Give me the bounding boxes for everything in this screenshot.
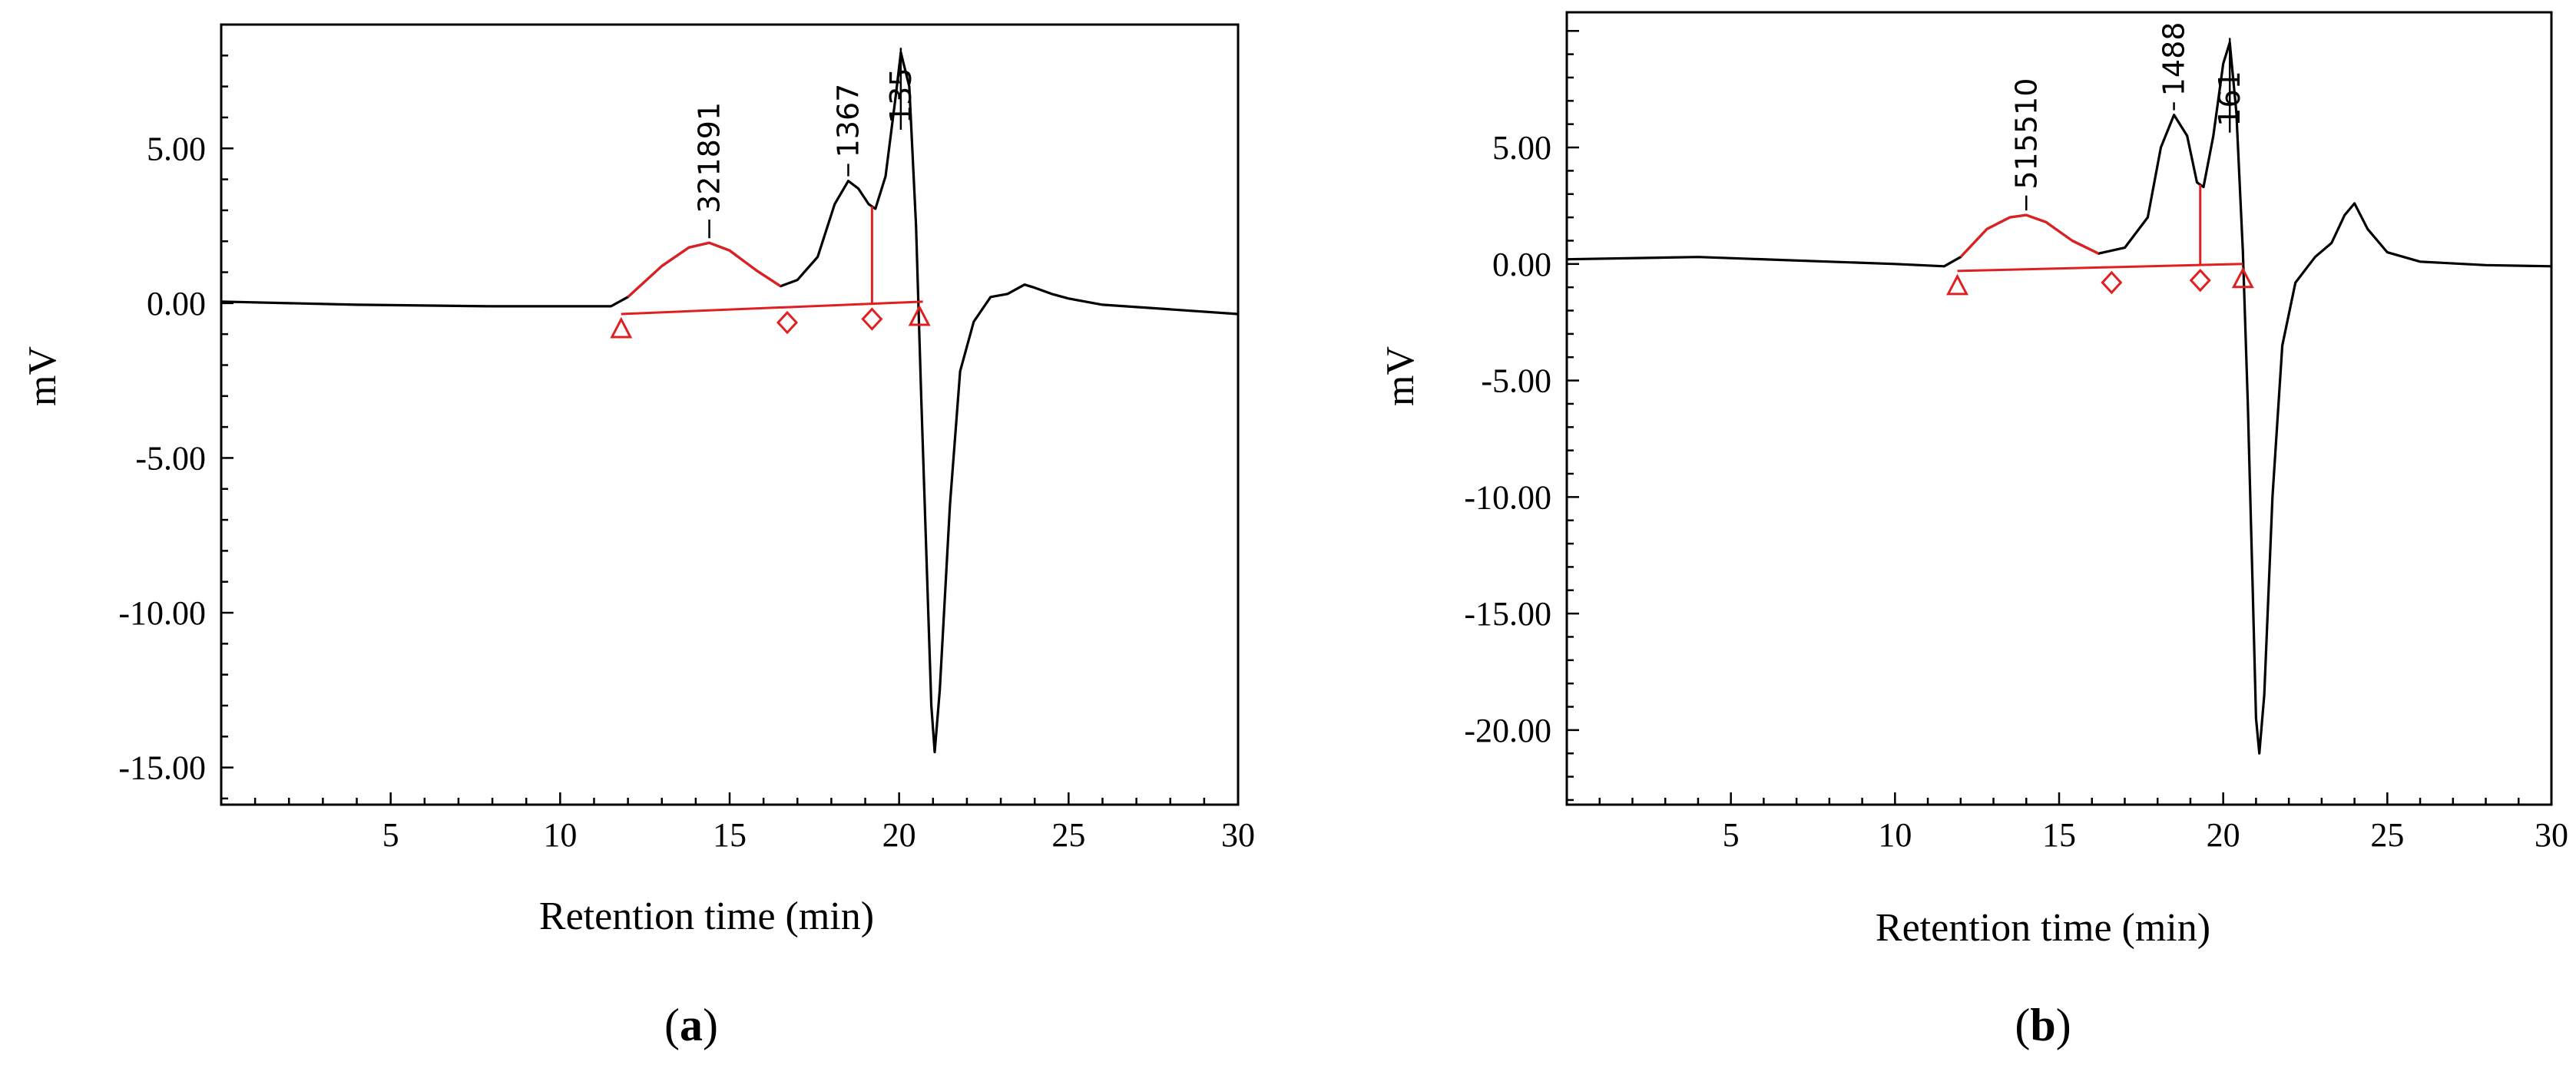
integration-baseline-b [1957,263,2243,273]
peak-boundary-triangle [610,316,633,339]
peak-label: 161 [2213,71,2247,127]
y-tick-label: 0.00 [147,285,206,322]
integrated-peak-a [627,241,782,298]
peak-label: 135 [884,68,918,124]
y-tick-label: -20.00 [1464,712,1551,749]
x-tick-label: 15 [2042,816,2076,854]
plot-frame-a [220,23,1240,806]
y-tick-label: 5.00 [1492,129,1551,167]
series-group-b: 515510 1488 161 [1566,22,2552,755]
x-axis-title-b: Retention time (min) [1876,906,2210,950]
y-tick-label: -10.00 [1464,478,1551,516]
peak-label: 515510 [2009,78,2043,190]
y-tick-label: -15.00 [118,749,206,787]
series-group-a: 321891 1367 135 [220,48,1239,754]
y-tick-label: -5.00 [135,439,206,477]
peak-boundary-triangle [2231,266,2254,289]
tick-labels-b: 5 10 15 20 25 30 5.00 0.00 -5.00 -10.00 -15.00 -20.… [1464,129,2568,854]
peak-label: 321891 [693,102,727,213]
panel-letter-b: b [2030,1000,2055,1050]
panel-label-b: (b) [2015,1000,2071,1050]
x-tick-label: 10 [543,816,577,854]
plot-frame-b [1565,11,2553,806]
y-tick-label: 5.00 [147,130,206,167]
integration-baseline-a [621,300,923,316]
chromatogram-trace-a [220,51,1239,754]
peak-boundary-triangle [1946,273,1969,296]
x-tick-label: 30 [2535,816,2568,854]
y-tick-label: -5.00 [1481,362,1551,400]
panel-a: 321891 1367 135 5 10 15 20 25 30 5.00 0.00 -5.00 -1… [21,23,1255,1050]
tick-marks-b [1567,30,2553,805]
x-tick-label: 10 [1878,816,1912,854]
x-tick-label: 5 [1723,816,1740,854]
y-tick-label: 0.00 [1492,246,1551,283]
x-tick-label: 20 [882,816,916,854]
peak-boundary-diamond [2101,270,2123,295]
y-tick-label: -15.00 [1464,595,1551,633]
panel-letter-a: a [680,1000,703,1050]
integrated-peak-b [1959,213,2100,258]
tick-labels-a: 5 10 15 20 25 30 5.00 0.00 -5.00 -10.00 -15.00 [118,130,1255,854]
peak-label: 1488 [2157,22,2191,97]
x-tick-label: 15 [713,816,747,854]
x-tick-label: 30 [1221,816,1255,854]
peak-boundary-triangle [908,304,931,326]
x-tick-label: 5 [382,816,399,854]
y-axis-title-a: mV [21,346,65,406]
x-axis-title-a: Retention time (min) [539,894,874,938]
tick-marks-a [221,23,1240,805]
peak-boundary-diamond [776,310,799,335]
y-axis-title-b: mV [1379,346,1422,406]
peak-boundary-diamond [2189,268,2211,293]
panel-label-a: (a) [664,1000,718,1050]
panel-b: 515510 1488 161 5 10 15 20 25 30 5.00 0.00 -5.00 -1… [1379,11,2568,1050]
peak-label: 1367 [831,84,865,158]
x-tick-label: 20 [2207,816,2240,854]
peak-boundary-diamond [861,307,883,331]
x-tick-label: 25 [1051,816,1085,854]
x-tick-label: 25 [2370,816,2404,854]
chromatogram-trace-b [1566,41,2552,755]
y-tick-label: -10.00 [118,594,206,632]
